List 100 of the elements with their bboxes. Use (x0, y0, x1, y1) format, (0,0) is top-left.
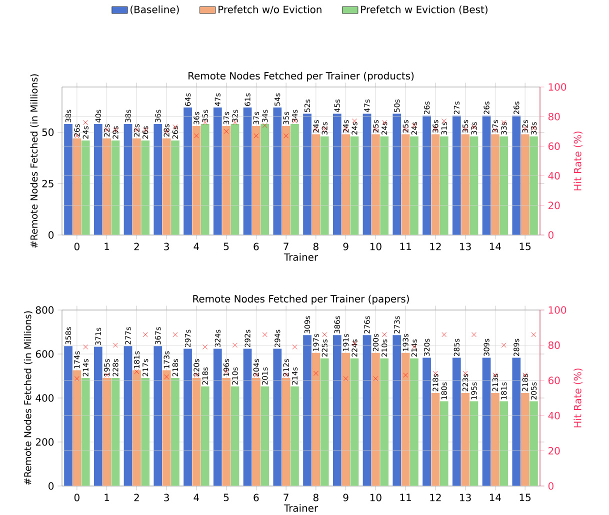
bar (482, 358, 491, 486)
bar (132, 370, 141, 486)
y2-tick-label: 60 (548, 142, 560, 150)
bar (273, 108, 282, 235)
bar (461, 392, 470, 486)
y2-tick-label: 20 (548, 202, 560, 210)
bar (273, 348, 282, 486)
bar (312, 352, 320, 486)
bar (184, 348, 192, 486)
y2-tick-label: 40 (548, 172, 560, 180)
bar (111, 378, 120, 486)
bar (260, 124, 270, 235)
bar (230, 124, 240, 235)
bar (452, 116, 461, 235)
bar (154, 346, 162, 486)
bar (312, 134, 320, 235)
x-tick-label: 13 (460, 494, 471, 502)
x-tick-label: 5 (224, 494, 229, 502)
bar (491, 392, 500, 486)
bar (64, 346, 72, 486)
y2-tick-label: 100 (548, 306, 566, 314)
bar (124, 346, 132, 486)
bar (520, 392, 530, 486)
chart-title: Remote Nodes Fetched per Trainer (papers) (193, 294, 409, 305)
bar (200, 124, 210, 235)
bar (230, 386, 240, 486)
bar (171, 140, 180, 235)
x-tick-label: 3 (164, 494, 169, 502)
bar (192, 378, 201, 486)
y-tick-label: 0 (48, 482, 54, 490)
x-tick-label: 2 (134, 242, 139, 250)
y-tick-label: 50 (42, 128, 54, 136)
bar (111, 140, 120, 235)
legend-label: (Baseline) (130, 6, 179, 14)
bar (252, 378, 260, 486)
x-axis-title: Trainer (284, 504, 318, 512)
bar (213, 348, 222, 486)
bar (171, 378, 180, 486)
bar (243, 348, 252, 486)
bar (72, 138, 82, 235)
x-tick-label: 6 (254, 242, 259, 250)
bar (372, 352, 380, 486)
x-tick-label: 11 (400, 242, 411, 250)
bar (192, 126, 201, 235)
bar (260, 386, 270, 486)
bar (461, 134, 470, 235)
bar (530, 401, 538, 486)
x-tick-label: 1 (104, 242, 110, 250)
bar (81, 378, 90, 486)
x-tick-label: 8 (313, 494, 318, 502)
bar (342, 134, 350, 235)
bar (141, 140, 150, 235)
y-axis-title: #Remote Nodes Fetched (in Millions) (24, 311, 32, 485)
x-tick-label: 3 (164, 242, 169, 250)
x-tick-label: 10 (370, 242, 382, 250)
x-tick-label: 8 (313, 242, 318, 250)
x-tick-label: 4 (194, 242, 200, 250)
bar (362, 114, 372, 235)
x-tick-label: 1 (104, 494, 110, 502)
y2-tick-label: 60 (548, 376, 560, 384)
x-tick-label: 9 (343, 242, 348, 250)
x-tick-label: 7 (284, 242, 288, 250)
x-tick-label: 12 (430, 242, 441, 250)
x-tick-label: 11 (400, 494, 411, 502)
bar (141, 378, 150, 486)
bar (512, 358, 521, 486)
bar (512, 116, 521, 235)
bar (470, 401, 478, 486)
y2-tick-label: 100 (548, 83, 566, 91)
bar (500, 136, 508, 235)
x-tick-label: 14 (490, 494, 501, 502)
bar (452, 358, 461, 486)
bar (500, 401, 508, 486)
x-tick-label: 0 (74, 494, 80, 502)
bar (530, 136, 538, 235)
x-tick-label: 15 (520, 494, 531, 502)
bar (303, 335, 312, 486)
x-tick-label: 14 (490, 242, 501, 250)
x-tick-label: 12 (430, 494, 441, 502)
x-tick-label: 4 (194, 494, 200, 502)
bar (431, 392, 440, 486)
bar (81, 140, 90, 235)
x-tick-label: 0 (74, 242, 80, 250)
bar (401, 352, 410, 486)
x-tick-label: 2 (134, 494, 139, 502)
chart-title: Remote Nodes Fetched per Trainer (products) (188, 72, 414, 82)
bar (290, 124, 299, 235)
bar (410, 136, 418, 235)
bar (520, 134, 530, 235)
bar (350, 136, 359, 235)
bar (200, 386, 210, 486)
bar (410, 358, 418, 486)
y2-axis-title: Hit Rate (%) (574, 368, 583, 428)
bar (320, 136, 329, 235)
bar (124, 124, 132, 235)
bar (332, 335, 342, 486)
x-tick-label: 9 (343, 494, 348, 502)
bar (362, 335, 372, 486)
y-tick-label: 800 (36, 306, 54, 314)
bar (401, 134, 410, 235)
